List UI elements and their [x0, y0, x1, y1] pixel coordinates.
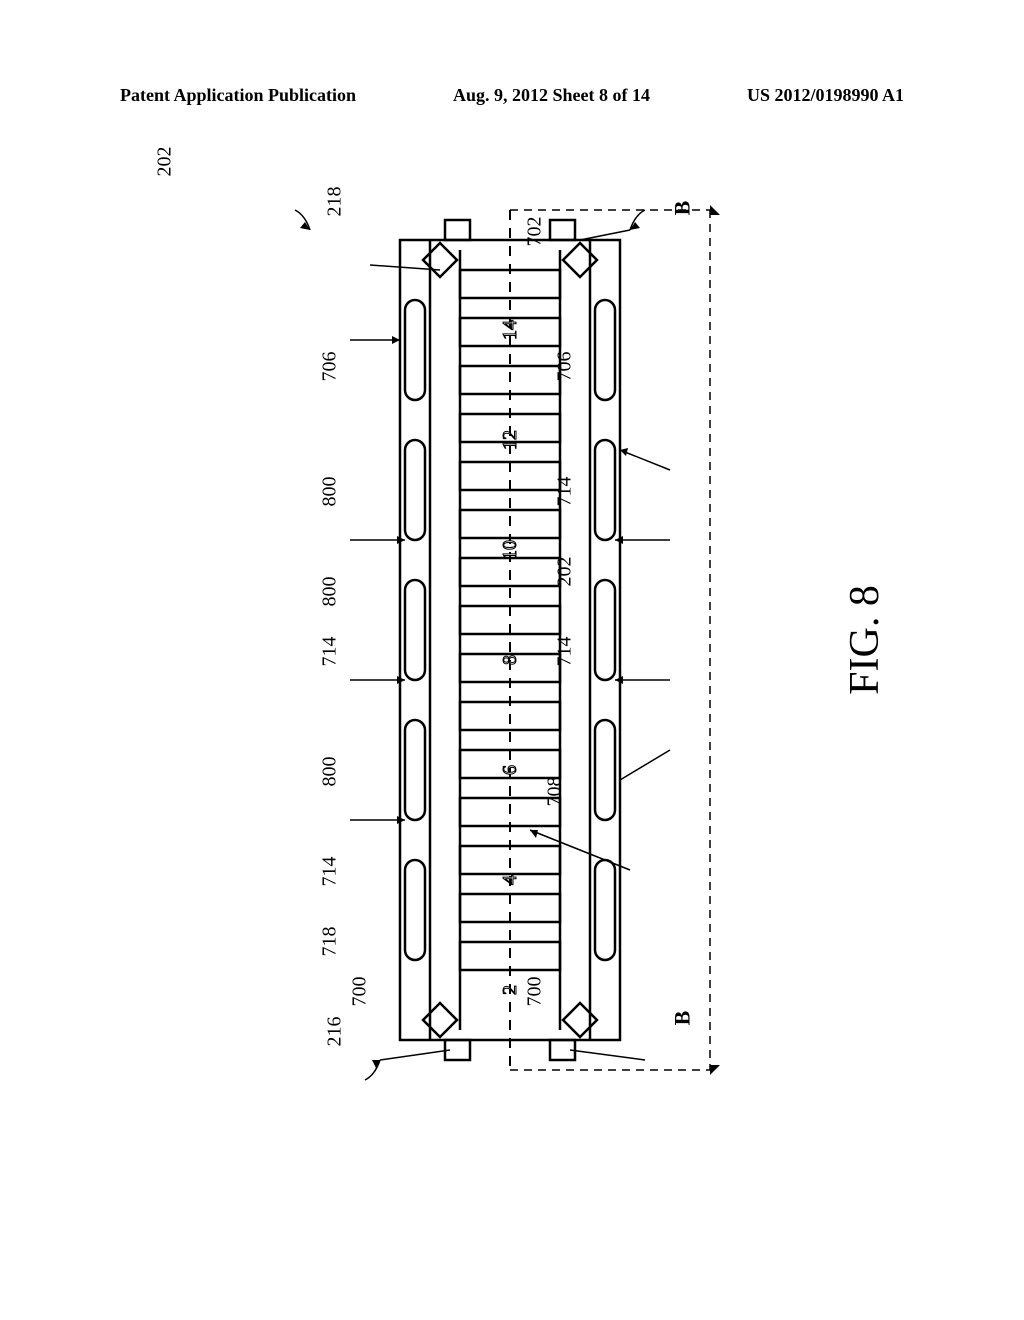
figure-label: FIG. 8: [841, 585, 889, 695]
svg-text:10: 10: [499, 540, 521, 560]
callout-714b: 714: [319, 637, 342, 667]
svg-text:6: 6: [499, 765, 521, 775]
page-header: Patent Application Publication Aug. 9, 2…: [0, 85, 1024, 106]
svg-text:12: 12: [499, 430, 521, 450]
header-right: US 2012/0198990 A1: [747, 85, 904, 106]
svg-text:14: 14: [499, 320, 521, 340]
callout-702: 702: [524, 217, 547, 247]
callout-718: 718: [319, 927, 342, 957]
callout-700b: 700: [524, 977, 547, 1007]
callout-218: 218: [324, 187, 347, 217]
callout-800c: 800: [319, 757, 342, 787]
callout-708: 708: [544, 777, 567, 807]
callout-800a: 800: [319, 477, 342, 507]
svg-text:4: 4: [499, 875, 521, 885]
callout-706a: 706: [319, 352, 342, 382]
callout-706b: 706: [554, 352, 577, 382]
header-center: Aug. 9, 2012 Sheet 8 of 14: [453, 85, 650, 106]
callout-202a: 202: [154, 147, 177, 177]
header-left: Patent Application Publication: [120, 85, 356, 106]
callout-800b: 800: [319, 577, 342, 607]
callout-714c: 714: [554, 637, 577, 667]
callout-714a: 714: [319, 857, 342, 887]
callout-202b: 202: [554, 557, 577, 587]
svg-text:2: 2: [499, 985, 521, 995]
callout-700a: 700: [349, 977, 372, 1007]
callout-714d: 714: [554, 477, 577, 507]
svg-text:8: 8: [499, 655, 521, 665]
callout-216: 216: [324, 1017, 347, 1047]
figure-area: 2 4 6 8 10 12 14 202 216 218 700 700 702…: [120, 140, 900, 1140]
section-b-bottom: B: [669, 1011, 695, 1026]
section-b-top: B: [669, 201, 695, 216]
